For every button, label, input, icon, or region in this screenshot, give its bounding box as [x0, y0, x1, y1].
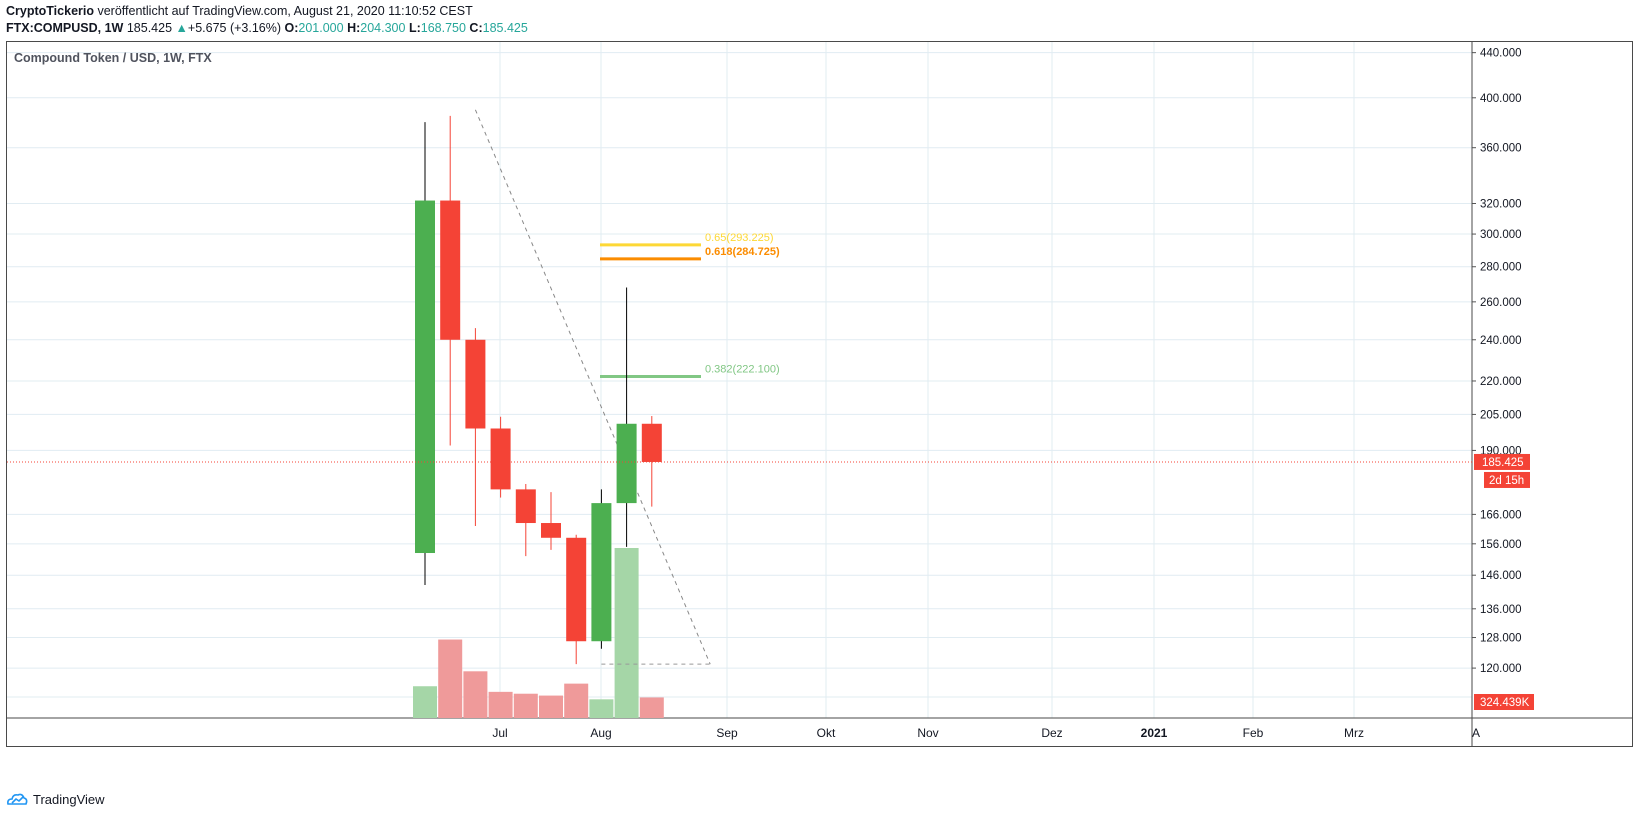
chart-title: Compound Token / USD, 1W, FTX — [14, 51, 212, 65]
publish-info: CryptoTickerio veröffentlicht auf Tradin… — [6, 4, 473, 18]
price-change: +5.675 (+3.16%) — [187, 21, 282, 35]
close-value: 185.425 — [482, 21, 528, 35]
y-tick-label: 146.000 — [1480, 570, 1522, 582]
high-label: H: — [347, 21, 361, 35]
x-tick-label-clipped: A — [1472, 726, 1480, 740]
brand-name: TradingView — [33, 791, 105, 807]
candle-body — [440, 200, 461, 340]
x-tick-label: Okt — [817, 726, 836, 740]
volume-bar — [463, 671, 488, 718]
y-tick-label: 240.000 — [1480, 335, 1522, 347]
volume-bar — [614, 548, 639, 718]
countdown-badge — [1484, 471, 1530, 488]
candle-body — [591, 503, 612, 642]
y-tick-label: 280.000 — [1480, 262, 1522, 274]
volume-bar — [513, 693, 538, 718]
y-tick-label: 120.000 — [1480, 663, 1522, 675]
x-tick-label: Aug — [590, 726, 611, 740]
y-tick-label: 260.000 — [1480, 297, 1522, 309]
candle-body — [490, 428, 511, 490]
volume-bar — [564, 683, 589, 718]
y-tick-label: 360.000 — [1480, 143, 1522, 155]
y-tick-label: 136.000 — [1480, 604, 1522, 616]
candle-body — [541, 523, 561, 538]
countdown-label: 2d 15h — [1489, 475, 1524, 487]
x-tick-label: Mrz — [1344, 726, 1364, 740]
x-tick-label: Feb — [1243, 726, 1264, 740]
close-label: C: — [469, 21, 483, 35]
y-tick-label: 440.000 — [1480, 48, 1522, 60]
y-tick-label: 128.000 — [1480, 633, 1522, 645]
volume-bar — [539, 695, 563, 718]
author-name[interactable]: CryptoTickerio — [6, 4, 94, 18]
x-tick-label: Dez — [1041, 726, 1062, 740]
fib-level-label: 0.382(222.100) — [705, 363, 780, 375]
current-price-label: 185.425 — [1482, 457, 1524, 469]
y-tick-label: 300.000 — [1480, 229, 1522, 241]
y-tick-label: 205.000 — [1480, 409, 1522, 421]
volume-bar — [589, 699, 614, 718]
price-chart[interactable]: 440.000 400.000 360.000 320.000 300.000 280.0… — [0, 0, 1640, 790]
volume-bar — [413, 686, 437, 718]
candle-body — [616, 423, 637, 504]
candle-body — [415, 200, 435, 554]
y-tick-label: 320.000 — [1480, 198, 1522, 210]
y-tick-label: 156.000 — [1480, 539, 1522, 551]
y-tick-label: 400.000 — [1480, 93, 1522, 105]
volume-bar — [639, 697, 664, 718]
volume-bar — [438, 639, 463, 718]
fib-level-label: 0.65(293.225) — [705, 232, 774, 244]
symbol-label: FTX:COMPUSD, 1W — [6, 21, 124, 35]
published-text: veröffentlicht auf TradingView.com, Augu… — [97, 4, 473, 18]
fib-level-label: 0.618(284.725) — [705, 246, 780, 258]
x-tick-label: Nov — [917, 726, 938, 740]
candle-body — [465, 339, 486, 429]
candle-body — [515, 489, 536, 524]
open-label: O: — [284, 21, 299, 35]
ohlc-legend: FTX:COMPUSD, 1W 185.425 ▲+5.675 (+3.16%)… — [6, 21, 528, 35]
tradingview-logo-icon — [7, 793, 28, 805]
x-tick-label: Jul — [492, 726, 507, 740]
candle-body — [566, 537, 587, 642]
last-price: 185.425 — [126, 21, 173, 35]
current-price-badge — [1474, 453, 1530, 470]
candle-body — [641, 423, 662, 462]
y-tick-label: 166.000 — [1480, 509, 1522, 521]
volume-badge — [1474, 694, 1534, 710]
volume-label: 324.439K — [1480, 697, 1530, 709]
footer-brand[interactable]: TradingView — [6, 789, 105, 809]
x-tick-label: Sep — [716, 726, 738, 740]
y-tick-label: 220.000 — [1480, 376, 1522, 388]
x-tick-label: 2021 — [1141, 726, 1168, 740]
high-value: 204.300 — [360, 21, 406, 35]
chart-frame[interactable] — [6, 41, 1633, 747]
low-value: 168.750 — [420, 21, 466, 35]
volume-bar — [488, 691, 513, 718]
low-label: L: — [408, 21, 421, 35]
open-value: 201.000 — [298, 21, 344, 35]
up-arrow-icon: ▲ — [175, 21, 188, 35]
